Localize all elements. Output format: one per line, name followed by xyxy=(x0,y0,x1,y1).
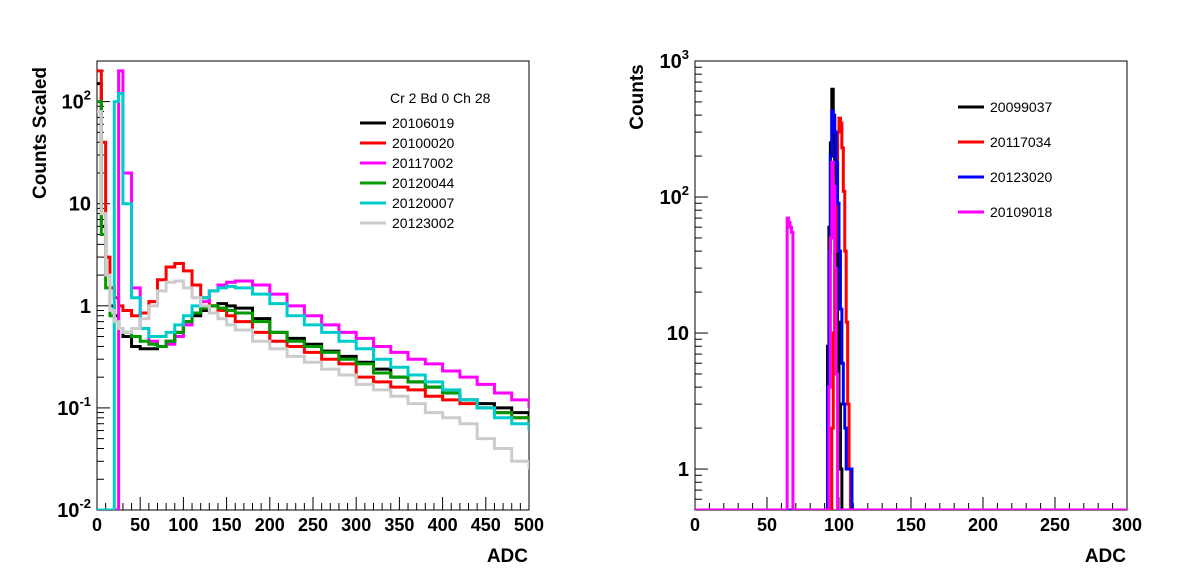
x-tick-label: 500 xyxy=(514,515,544,535)
y-tick-label: 1 xyxy=(678,459,689,481)
legend: Cr 2 Bd 0 Ch 28 20106019 20100020 20117002 2… xyxy=(360,90,491,231)
y-tick-label: 1 xyxy=(80,296,91,318)
x-tick-label: 0 xyxy=(92,515,102,535)
x-tick-label: 150 xyxy=(896,515,926,535)
x-tick-label: 200 xyxy=(255,515,285,535)
y-tick-label: 102 xyxy=(660,183,689,209)
x-axis-label: ADC xyxy=(1085,546,1126,567)
series-line-20123002 xyxy=(97,110,529,470)
x-tick-label: 300 xyxy=(1112,515,1142,535)
series-line-20120044 xyxy=(97,100,529,424)
legend-label: 20117002 xyxy=(392,155,453,171)
series-line-20099037 xyxy=(695,87,1127,510)
legend-label: 20099037 xyxy=(990,99,1053,115)
series-group xyxy=(695,87,1127,510)
legend-label: 20120044 xyxy=(392,175,455,191)
series-line-20106019 xyxy=(97,82,529,418)
x-tick-label: 0 xyxy=(690,515,700,535)
x-tick-label: 50 xyxy=(757,515,777,535)
legend-label: 20123002 xyxy=(392,215,455,231)
series-line-20123020 xyxy=(695,109,1127,510)
x-tick-label: 250 xyxy=(1040,515,1070,535)
x-tick-label: 100 xyxy=(168,515,198,535)
plot-frame xyxy=(96,60,530,511)
x-tick-label: 250 xyxy=(298,515,328,535)
series-line-20117034 xyxy=(695,116,1127,510)
series-line-20109018 xyxy=(695,160,1127,510)
series-group xyxy=(97,69,529,510)
y-tick-label: 10-1 xyxy=(57,394,91,420)
y-tick-label: 10 xyxy=(69,194,91,216)
x-tick-label: 350 xyxy=(384,515,414,535)
legend-title: Cr 2 Bd 0 Ch 28 xyxy=(390,90,491,106)
series-line-20100020 xyxy=(97,69,529,424)
legend: 20099037 20117034 20123020 20109018 xyxy=(958,99,1053,220)
x-tick-label: 300 xyxy=(341,515,371,535)
legend-label: 20123020 xyxy=(990,169,1053,185)
x-tick-label: 150 xyxy=(212,515,242,535)
y-tick-label: 102 xyxy=(62,88,91,114)
x-tick-label: 50 xyxy=(130,515,150,535)
x-tick-label: 400 xyxy=(428,515,458,535)
y-tick-label: 10-2 xyxy=(57,496,91,522)
x-tick-label: 200 xyxy=(968,515,998,535)
x-axis-label: ADC xyxy=(487,546,528,567)
y-axis-label: Counts Scaled xyxy=(30,67,51,199)
plot-panel-1: 0 50 100 150 200 250 300 350 400 450 500 10-2 10-1 1 1… xyxy=(30,60,544,567)
y-axis-label: Counts xyxy=(627,64,648,129)
legend-label: 20100020 xyxy=(392,135,455,151)
y-tick-label: 103 xyxy=(660,47,689,73)
legend-label: 20109018 xyxy=(990,204,1053,220)
legend-label: 20106019 xyxy=(392,115,455,131)
plot-frame xyxy=(694,60,1128,511)
legend-label: 20117034 xyxy=(990,134,1051,150)
plot-panel-2: 0 50 100 150 200 250 300 1 10 102 103 ADC Counts 2009… xyxy=(627,47,1142,567)
series-line-20120007 xyxy=(97,92,529,510)
x-tick-label: 100 xyxy=(824,515,854,535)
x-tick-label: 450 xyxy=(471,515,501,535)
legend-label: 20120007 xyxy=(392,195,455,211)
y-tick-label: 10 xyxy=(667,323,689,345)
